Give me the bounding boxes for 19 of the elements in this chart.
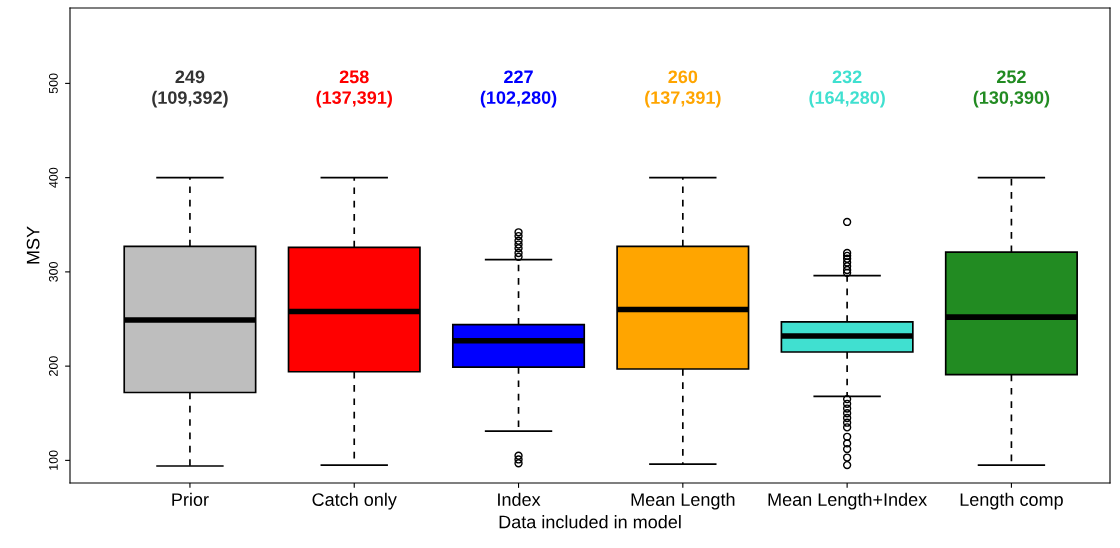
annotation: 227 (102,280)	[480, 70, 557, 108]
x-tick-label: Index	[498, 492, 541, 506]
annotation: 232 (164,280)	[809, 70, 885, 108]
annotation: 258 (137,391)	[316, 70, 392, 108]
y-tick-label: 200	[48, 356, 58, 376]
annotation: 252 (130,390)	[973, 70, 1050, 108]
y-tick-label: 400	[48, 167, 58, 188]
x-tick-label: Catch only	[312, 492, 397, 510]
x-tick-label: Length comp	[960, 492, 1063, 510]
y-axis-title: MSY	[26, 226, 40, 264]
x-tick-label: Mean Length	[631, 492, 735, 510]
annotation: 260 (137,391)	[645, 70, 721, 108]
x-axis-title: Data included in model	[499, 515, 681, 529]
x-tick-label: Prior	[172, 492, 209, 506]
x-tick-label: Mean Length+Index	[768, 492, 927, 510]
y-tick-label: 100	[48, 450, 58, 470]
y-tick-label: 500	[48, 73, 58, 94]
annotation: 249 (109,392)	[152, 70, 228, 108]
y-tick-label: 300	[48, 261, 58, 282]
